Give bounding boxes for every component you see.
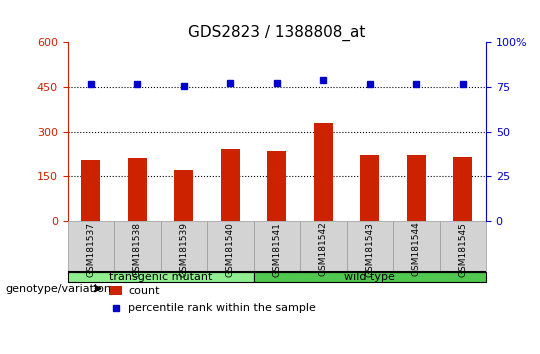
Text: GSM181543: GSM181543 [365,222,374,276]
Title: GDS2823 / 1388808_at: GDS2823 / 1388808_at [188,25,366,41]
Bar [361,155,379,221]
Bar [207,221,253,272]
Text: GSM181540: GSM181540 [226,222,235,276]
Text: GSM181539: GSM181539 [179,222,188,277]
Bar [253,221,300,272]
Bar [114,221,160,272]
Bar [454,157,472,221]
Bar [68,272,253,282]
Bar [253,272,486,282]
Bar [128,158,146,221]
Bar [82,160,100,221]
Text: genotype/variation: genotype/variation [5,284,111,293]
Bar [314,123,333,221]
Bar [407,155,426,221]
Bar [68,221,114,272]
Text: GSM181542: GSM181542 [319,222,328,276]
Bar [109,286,122,295]
Text: transgenic mutant: transgenic mutant [109,272,212,282]
Bar [300,221,347,272]
Text: GSM181537: GSM181537 [86,222,95,277]
Bar [174,170,193,221]
Text: GSM181545: GSM181545 [458,222,467,276]
Text: percentile rank within the sample: percentile rank within the sample [128,303,316,313]
Text: GSM181541: GSM181541 [272,222,281,276]
Bar [393,221,440,272]
Text: GSM181538: GSM181538 [133,222,141,277]
Text: GSM181544: GSM181544 [412,222,421,276]
Text: count: count [128,286,160,296]
Bar [347,221,393,272]
Bar [160,221,207,272]
Text: wild type: wild type [345,272,395,282]
Bar [267,151,286,221]
Bar [221,149,240,221]
Bar [440,221,486,272]
